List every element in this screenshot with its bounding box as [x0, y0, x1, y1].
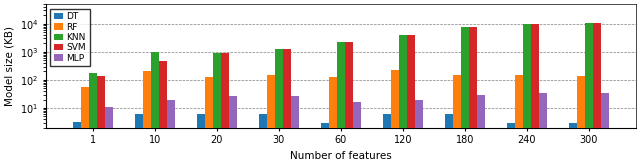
Bar: [167, 99, 175, 165]
Bar: [73, 122, 81, 165]
Bar: [267, 75, 275, 165]
Bar: [569, 123, 577, 165]
Bar: [337, 42, 345, 165]
Bar: [229, 96, 237, 165]
Bar: [81, 87, 89, 165]
Bar: [196, 114, 205, 165]
Bar: [259, 114, 267, 165]
Bar: [221, 53, 229, 165]
Bar: [477, 95, 485, 165]
Bar: [593, 23, 601, 165]
Bar: [212, 53, 221, 165]
Bar: [601, 93, 609, 165]
X-axis label: Number of features: Number of features: [290, 151, 392, 161]
Bar: [461, 27, 469, 165]
Bar: [151, 52, 159, 165]
Bar: [89, 73, 97, 165]
Bar: [134, 114, 143, 165]
Legend: DT, RF, KNN, SVM, MLP: DT, RF, KNN, SVM, MLP: [51, 9, 90, 66]
Bar: [275, 49, 283, 165]
Bar: [345, 42, 353, 165]
Bar: [452, 75, 461, 165]
Bar: [577, 76, 585, 165]
Bar: [329, 77, 337, 165]
Y-axis label: Model size (KB): Model size (KB): [4, 26, 14, 106]
Bar: [539, 93, 547, 165]
Bar: [321, 123, 329, 165]
Bar: [159, 61, 167, 165]
Bar: [105, 107, 113, 165]
Bar: [515, 75, 523, 165]
Bar: [383, 114, 391, 165]
Bar: [291, 96, 299, 165]
Bar: [507, 123, 515, 165]
Bar: [399, 35, 407, 165]
Bar: [585, 23, 593, 165]
Bar: [205, 77, 212, 165]
Bar: [97, 76, 105, 165]
Bar: [353, 101, 361, 165]
Bar: [407, 35, 415, 165]
Bar: [531, 24, 539, 165]
Bar: [445, 114, 452, 165]
Bar: [391, 70, 399, 165]
Bar: [143, 71, 151, 165]
Bar: [523, 24, 531, 165]
Bar: [469, 27, 477, 165]
Bar: [283, 49, 291, 165]
Bar: [415, 100, 423, 165]
